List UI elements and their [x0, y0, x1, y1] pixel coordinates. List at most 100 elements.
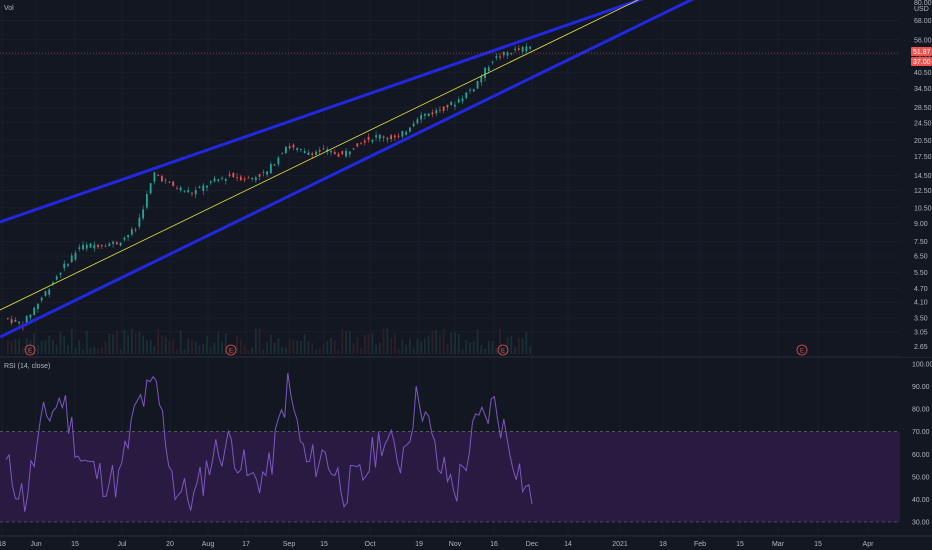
- rsi-axis[interactable]: 30.00 40.00 50.00 60.00 70.00 80.00 90.00 100.0…: [900, 358, 932, 536]
- volume-bar: [491, 340, 494, 354]
- candle-body: [161, 175, 163, 182]
- price-tick-label: 14.50: [914, 173, 932, 180]
- candle-body: [176, 187, 178, 189]
- volume-bar: [382, 329, 385, 354]
- volume-bar: [104, 341, 107, 354]
- candle-body: [288, 146, 291, 149]
- candle-body: [63, 263, 66, 269]
- candle-body: [311, 153, 314, 156]
- volume-bar: [480, 345, 483, 354]
- candle-body: [424, 113, 426, 116]
- candle-body: [277, 157, 280, 165]
- time-tick-label: Dec: [526, 541, 539, 548]
- candle-body: [232, 173, 235, 178]
- volume-bar: [78, 339, 81, 354]
- candle-body: [491, 61, 494, 63]
- price-axis[interactable]: 80.00 USD 3.05 3.50 4.10 4.70 5.50 6.50 7.50 9.…: [900, 0, 932, 357]
- volume-bar: [442, 328, 445, 354]
- volume-bar: [228, 348, 231, 354]
- rsi-pane[interactable]: RSI (14, close): [0, 363, 900, 523]
- channel-upper-line[interactable]: [0, 0, 645, 224]
- volume-bar: [179, 330, 182, 354]
- time-tick-label: 18: [0, 541, 6, 548]
- volume-bar: [288, 338, 291, 354]
- candle-body: [59, 273, 62, 275]
- volume-bar: [435, 330, 438, 354]
- candle-body: [502, 51, 505, 56]
- time-tick-label: Jul: [118, 541, 127, 548]
- time-tick-label: Nov: [449, 541, 462, 548]
- volume-bar: [29, 340, 32, 354]
- rsi-tick-label: 70.00: [912, 429, 930, 436]
- candle-body: [356, 143, 359, 147]
- earnings-marker[interactable]: [24, 344, 36, 356]
- volume-bar: [371, 333, 374, 354]
- price-tick-label: 4.70: [914, 286, 928, 293]
- time-tick-label: 15: [71, 541, 79, 548]
- candle-body: [108, 243, 111, 247]
- volume-bar: [14, 339, 17, 354]
- candle-body: [285, 146, 287, 154]
- candle-body: [217, 179, 220, 181]
- volume-bar: [296, 340, 299, 354]
- volume-bar: [70, 328, 73, 354]
- price-pane[interactable]: Vol E E E E: [0, 0, 900, 356]
- volume-bar: [119, 349, 122, 354]
- current-price-badge: [911, 47, 932, 56]
- price-axis-unit: USD: [914, 6, 929, 13]
- candle-body: [345, 150, 347, 157]
- candle-body: [82, 244, 84, 250]
- candle-body: [10, 319, 13, 324]
- volume-bar: [521, 338, 524, 354]
- earnings-marker[interactable]: [796, 344, 808, 356]
- earnings-marker-text: E: [229, 349, 233, 355]
- volume-bar: [138, 331, 141, 354]
- candle-body: [164, 179, 167, 181]
- candle-body: [363, 140, 366, 143]
- volume-bar: [115, 330, 118, 354]
- price-axis-top-tick: 80.00: [914, 0, 932, 7]
- time-axis[interactable]: 18 Jun 15 Jul 20 Aug 17 Sep 15 Oct 19 Nov 16 Dec 14 202…: [0, 535, 932, 548]
- earnings-marker[interactable]: [497, 344, 509, 356]
- volume-bar: [303, 333, 306, 354]
- volume-bar: [337, 349, 340, 354]
- volume-bars: [6, 328, 532, 354]
- volume-bar: [44, 340, 47, 354]
- volume-bar: [22, 347, 24, 354]
- candle-body: [25, 315, 28, 325]
- volume-bar: [239, 339, 242, 354]
- time-tick-label: 17: [242, 541, 250, 548]
- volume-bar: [236, 336, 238, 354]
- candle-body: [521, 46, 524, 52]
- candle-body: [375, 135, 377, 138]
- rsi-tick-label: 60.00: [912, 452, 930, 459]
- rsi-tick-label: 80.00: [912, 407, 930, 414]
- volume-bar: [153, 346, 156, 354]
- time-tick-label: 15: [814, 541, 822, 548]
- candle-body: [18, 321, 21, 324]
- volume-bar: [172, 339, 175, 354]
- candle-body: [194, 189, 197, 195]
- candle-body: [378, 134, 381, 139]
- volume-bar: [251, 347, 253, 354]
- earnings-marker[interactable]: [225, 344, 237, 356]
- volume-bar: [243, 345, 246, 354]
- volume-bar: [142, 335, 145, 354]
- volume-bar: [63, 335, 66, 354]
- channel-lower-line[interactable]: [0, 0, 695, 339]
- volume-bar: [333, 340, 336, 354]
- channel-midline[interactable]: [0, 0, 642, 311]
- volume-label: Vol: [4, 5, 14, 12]
- volume-bar: [326, 340, 329, 354]
- candle-body: [401, 131, 404, 137]
- price-tick-label: 28.50: [914, 105, 932, 112]
- volume-bar: [67, 345, 69, 354]
- candle-body: [179, 187, 182, 191]
- candle-body: [104, 246, 107, 247]
- time-tick-label: 19: [415, 541, 423, 548]
- candle-body: [115, 242, 118, 245]
- candle-body: [52, 282, 54, 285]
- candle-body: [202, 185, 205, 191]
